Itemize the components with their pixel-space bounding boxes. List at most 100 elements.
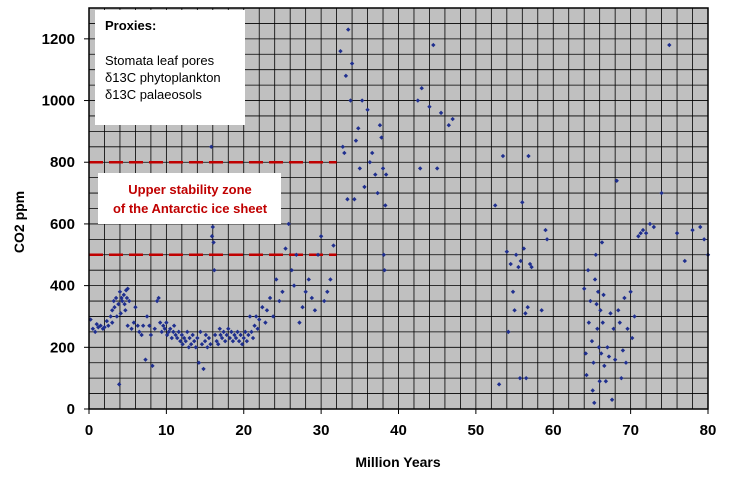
data-point (250, 335, 256, 341)
data-point (606, 354, 612, 359)
data-point (450, 116, 455, 122)
data-point (599, 240, 605, 245)
data-point (176, 329, 181, 335)
y-tick-label: 1200 (42, 31, 75, 48)
data-point (257, 317, 262, 322)
data-point (162, 326, 168, 331)
data-point (508, 261, 513, 267)
data-point (415, 98, 421, 103)
data-point (224, 332, 229, 338)
x-tick-label: 20 (235, 422, 252, 439)
legend-entry-palaeosols: δ13C palaeosols (105, 87, 202, 102)
data-point (171, 323, 177, 328)
data-point (219, 335, 225, 341)
data-point (227, 335, 233, 341)
x-tick-labels: 0 10 20 30 40 50 60 70 80 (85, 409, 716, 439)
data-point (616, 308, 621, 313)
data-point (325, 289, 330, 294)
data-point (346, 27, 351, 32)
data-point (122, 301, 127, 307)
data-point (297, 320, 302, 325)
data-point (382, 267, 387, 273)
data-point (365, 107, 370, 112)
data-point (244, 338, 250, 344)
y-axis-title: CO2 ppm (11, 191, 27, 253)
data-point (117, 289, 123, 294)
data-point (186, 345, 192, 350)
data-point (379, 135, 384, 140)
data-point (168, 326, 173, 331)
data-point (270, 314, 276, 319)
data-point (300, 305, 305, 310)
data-point (289, 267, 294, 273)
data-point (362, 184, 367, 190)
data-point (181, 335, 187, 341)
data-point (516, 264, 521, 270)
data-point (651, 224, 657, 230)
data-point (241, 335, 246, 341)
data-point (140, 323, 146, 328)
data-point (208, 342, 213, 347)
data-point (493, 203, 498, 208)
data-point (523, 311, 528, 316)
annotation-box: Upper stability zone of the Antarctic ic… (98, 173, 281, 224)
data-point (185, 329, 190, 335)
data-point (369, 150, 375, 156)
data-point (92, 329, 98, 335)
data-point (210, 224, 215, 230)
data-point (357, 166, 363, 171)
data-point (525, 305, 530, 310)
x-tick-label: 50 (468, 422, 485, 439)
data-point (622, 295, 627, 301)
data-point (446, 123, 451, 128)
data-point (623, 360, 629, 365)
data-point (518, 258, 523, 264)
data-point (690, 227, 695, 233)
data-point (510, 289, 516, 294)
data-point (214, 338, 219, 344)
data-point (638, 230, 643, 236)
data-point (521, 246, 527, 251)
data-point (112, 305, 117, 310)
data-point (221, 329, 226, 335)
data-point (178, 338, 183, 344)
data-point (375, 190, 380, 196)
data-point (124, 295, 130, 301)
data-point (98, 323, 103, 328)
data-point (196, 360, 202, 365)
data-point (640, 227, 646, 233)
data-point (202, 338, 208, 344)
data-point (171, 329, 176, 335)
data-point (523, 375, 529, 381)
data-point (682, 258, 687, 264)
data-point (121, 292, 127, 298)
data-point (353, 138, 359, 143)
data-point (312, 308, 318, 313)
y-tick-label: 800 (50, 154, 75, 171)
data-point (322, 298, 327, 304)
data-point (123, 308, 128, 313)
data-point (612, 357, 618, 362)
data-point (527, 261, 533, 267)
data-point (90, 326, 96, 331)
data-point (340, 144, 345, 150)
data-point (120, 298, 125, 304)
data-point (201, 366, 206, 372)
annotation-line-1: Upper stability zone (128, 182, 252, 197)
data-point (110, 308, 115, 313)
data-point (113, 295, 119, 301)
data-point (226, 326, 231, 331)
data-point (260, 305, 265, 310)
legend-entry-stomata: Stomata leaf pores (105, 53, 215, 68)
data-point (119, 295, 124, 301)
data-point (139, 332, 144, 338)
data-point (106, 323, 111, 328)
data-point (513, 252, 519, 257)
data-point (133, 305, 138, 310)
data-point (205, 345, 210, 350)
data-point (526, 153, 531, 159)
data-point (263, 320, 268, 325)
data-point (243, 329, 248, 335)
data-point (294, 252, 299, 257)
data-point (582, 286, 587, 291)
